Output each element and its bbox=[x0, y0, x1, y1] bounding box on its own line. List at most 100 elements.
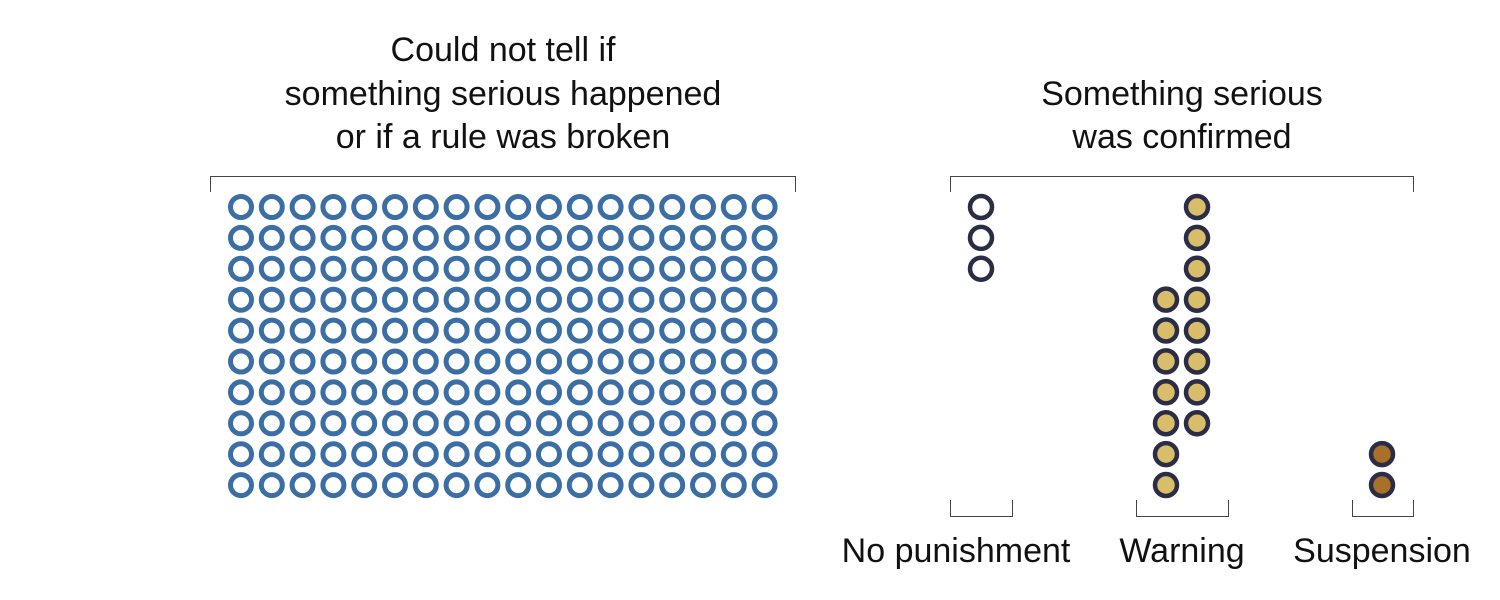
dot-no-punishment bbox=[967, 224, 995, 252]
category-labels: No punishment Warning Suspension bbox=[842, 532, 1471, 570]
undetermined-dot bbox=[536, 348, 562, 375]
undetermined-dot bbox=[228, 255, 254, 282]
undetermined-dot bbox=[597, 194, 624, 220]
undetermined-dot bbox=[720, 379, 747, 406]
undetermined-dot bbox=[474, 317, 501, 344]
dot-warning bbox=[1152, 440, 1180, 468]
undetermined-dot bbox=[289, 348, 316, 375]
label-no-punishment: No punishment bbox=[842, 532, 1071, 570]
undetermined-dot bbox=[628, 441, 655, 468]
undetermined-dot bbox=[628, 224, 655, 251]
dot-warning bbox=[1152, 379, 1180, 406]
undetermined-dot bbox=[536, 194, 562, 220]
undetermined-dot bbox=[751, 286, 778, 313]
undetermined-dot bbox=[536, 472, 562, 499]
undetermined-dot bbox=[443, 286, 470, 313]
dot-suspension bbox=[1368, 471, 1396, 499]
undetermined-dot bbox=[751, 317, 778, 344]
undetermined-dot bbox=[566, 224, 593, 251]
undetermined-dot bbox=[228, 224, 254, 251]
undetermined-dot bbox=[566, 472, 593, 499]
undetermined-dot bbox=[443, 379, 470, 406]
undetermined-dot bbox=[505, 472, 532, 499]
chart-titles: Could not tell if something serious happ… bbox=[285, 31, 1323, 156]
undetermined-dot bbox=[505, 379, 532, 406]
undetermined-dot bbox=[505, 286, 532, 313]
undetermined-dot bbox=[536, 410, 562, 437]
undetermined-dot bbox=[351, 441, 378, 468]
undetermined-dot bbox=[443, 317, 470, 344]
undetermined-dot bbox=[382, 348, 408, 375]
undetermined-dot bbox=[228, 286, 254, 313]
undetermined-dot bbox=[720, 317, 747, 344]
undetermined-dot bbox=[690, 410, 716, 437]
undetermined-dot bbox=[536, 441, 562, 468]
undetermined-dot bbox=[351, 410, 378, 437]
right-title-line-2: was confirmed bbox=[1071, 118, 1291, 156]
undetermined-dot bbox=[382, 194, 408, 220]
undetermined-dot bbox=[536, 224, 562, 251]
dot-warning bbox=[1183, 410, 1211, 437]
dot-warning bbox=[1152, 348, 1180, 375]
undetermined-dot bbox=[228, 317, 254, 344]
undetermined-dot bbox=[751, 379, 778, 406]
undetermined-dot bbox=[412, 286, 439, 313]
dot-warning bbox=[1183, 193, 1211, 221]
undetermined-dot bbox=[320, 194, 347, 220]
undetermined-dot bbox=[258, 224, 285, 251]
undetermined-dot bbox=[628, 317, 655, 344]
dot-warning bbox=[1183, 224, 1211, 252]
no-punishment-bracket bbox=[950, 500, 1013, 517]
undetermined-dot bbox=[536, 255, 562, 282]
undetermined-dot bbox=[659, 379, 686, 406]
undetermined-dot bbox=[289, 410, 316, 437]
undetermined-dot bbox=[382, 317, 408, 344]
undetermined-dot bbox=[628, 286, 655, 313]
undetermined-dot bbox=[474, 286, 501, 313]
undetermined-dot bbox=[474, 441, 501, 468]
undetermined-dot bbox=[690, 441, 716, 468]
undetermined-dot bbox=[320, 379, 347, 406]
undetermined-dot bbox=[412, 194, 439, 220]
undetermined-dot bbox=[320, 224, 347, 251]
undetermined-dot bbox=[720, 224, 747, 251]
undetermined-dot bbox=[289, 472, 316, 499]
label-suspension: Suspension bbox=[1293, 532, 1471, 570]
undetermined-dot bbox=[751, 255, 778, 282]
undetermined-dot bbox=[412, 441, 439, 468]
undetermined-dot bbox=[659, 348, 686, 375]
label-warning: Warning bbox=[1119, 532, 1244, 570]
undetermined-dot bbox=[751, 348, 778, 375]
undetermined-dot bbox=[228, 348, 254, 375]
undetermined-dot bbox=[690, 286, 716, 313]
left-group-bracket bbox=[210, 176, 796, 192]
undetermined-dot bbox=[659, 472, 686, 499]
undetermined-dot bbox=[690, 379, 716, 406]
undetermined-dot bbox=[720, 255, 747, 282]
undetermined-dot bbox=[536, 317, 562, 344]
undetermined-dot bbox=[382, 441, 408, 468]
undetermined-dot bbox=[320, 255, 347, 282]
undetermined-dot bbox=[258, 286, 285, 313]
undetermined-dot bbox=[320, 472, 347, 499]
undetermined-dot bbox=[566, 286, 593, 313]
undetermined-dot bbox=[566, 441, 593, 468]
undetermined-dot bbox=[628, 472, 655, 499]
undetermined-dot bbox=[659, 410, 686, 437]
undetermined-dot bbox=[597, 255, 624, 282]
undetermined-dot bbox=[751, 441, 778, 468]
undetermined-dot bbox=[289, 441, 316, 468]
undetermined-dot bbox=[474, 348, 501, 375]
dot-no-punishment bbox=[967, 193, 995, 221]
undetermined-dot bbox=[320, 348, 347, 375]
undetermined-dot bbox=[382, 410, 408, 437]
undetermined-dot bbox=[382, 472, 408, 499]
undetermined-dot bbox=[505, 224, 532, 251]
undetermined-dot bbox=[720, 286, 747, 313]
undetermined-dot bbox=[751, 472, 778, 499]
undetermined-dot bbox=[597, 286, 624, 313]
undetermined-dot bbox=[628, 410, 655, 437]
undetermined-dot bbox=[289, 286, 316, 313]
undetermined-dot bbox=[566, 317, 593, 344]
